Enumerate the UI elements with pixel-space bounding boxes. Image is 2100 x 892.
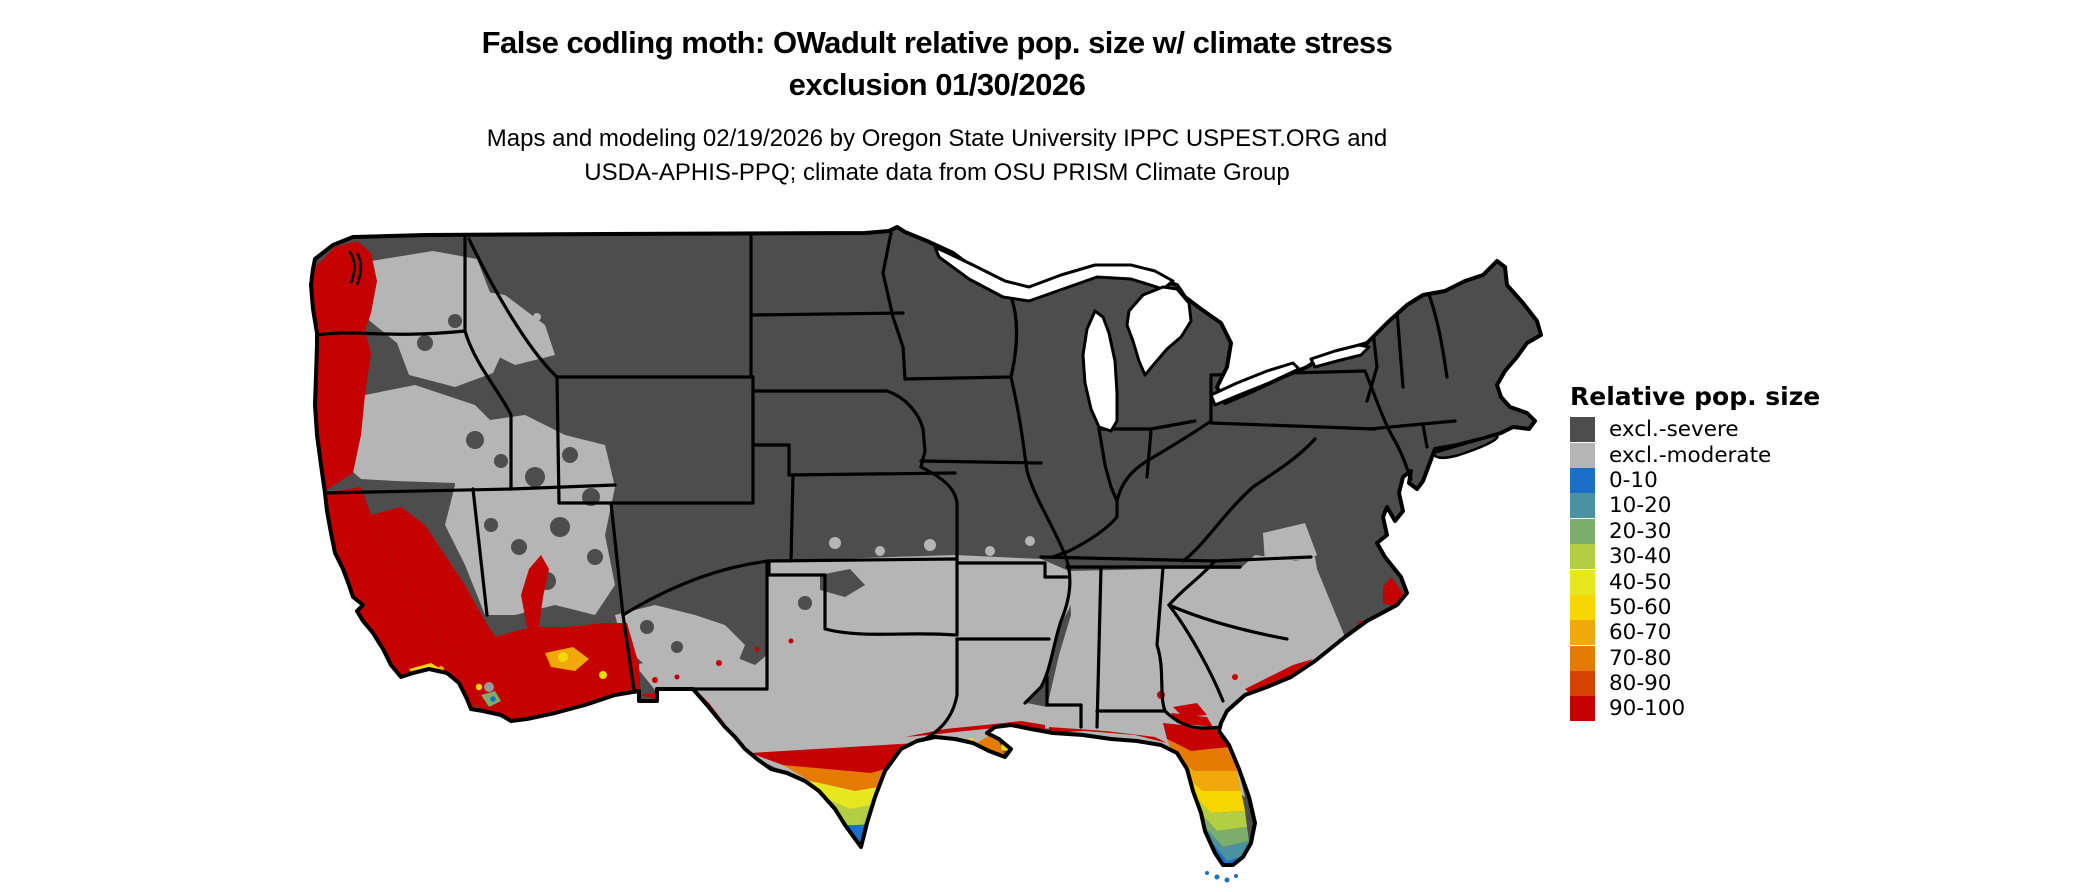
legend-swatch-icon xyxy=(1570,620,1595,646)
legend-item: 90-100 xyxy=(1570,696,1900,722)
legend-swatch-icon xyxy=(1570,442,1595,468)
legend-item: 40-50 xyxy=(1570,569,1900,595)
legend-item-label: 60-70 xyxy=(1609,620,1672,646)
legend-swatch-icon xyxy=(1570,417,1595,443)
legend-swatch-icon xyxy=(1570,645,1595,671)
map-subtitle-line2: USDA-APHIS-PPQ; climate data from OSU PR… xyxy=(584,159,1290,186)
legend-item-label: 10-20 xyxy=(1609,493,1672,519)
legend-item-label: 70-80 xyxy=(1609,645,1672,671)
puget-sound xyxy=(347,250,362,286)
legend-item: 60-70 xyxy=(1570,620,1900,646)
legend-swatch-icon xyxy=(1570,671,1595,697)
legend-item-label: 40-50 xyxy=(1609,569,1672,595)
legend-swatch-icon xyxy=(1570,594,1595,620)
legend-swatch-icon xyxy=(1570,493,1595,519)
map-title-line1: False codling moth: OWadult relative pop… xyxy=(481,25,1393,60)
legend-item: 80-90 xyxy=(1570,671,1900,697)
legend-item-label: 30-40 xyxy=(1609,544,1672,570)
legend-swatch-icon xyxy=(1570,569,1595,595)
legend-item-label: 90-100 xyxy=(1609,696,1686,722)
long-island xyxy=(1431,433,1499,459)
florida-keys xyxy=(1205,871,1238,883)
legend-item: 50-60 xyxy=(1570,594,1900,620)
legend-title: Relative pop. size xyxy=(1570,382,1821,411)
legend-swatch-icon xyxy=(1570,696,1595,722)
legend-swatch-icon xyxy=(1570,467,1595,493)
legend-item: 20-30 xyxy=(1570,518,1900,544)
legend: Relative pop. size excl.-severe excl.-mod… xyxy=(1570,383,1900,722)
map-subtitle: Maps and modeling 02/19/2026 by Oregon S… xyxy=(337,122,1537,190)
legend-item: excl.-severe xyxy=(1570,417,1900,443)
legend-item-label: 50-60 xyxy=(1609,594,1672,620)
legend-item: 10-20 xyxy=(1570,493,1900,519)
legend-item: 30-40 xyxy=(1570,544,1900,570)
map-title-line2: exclusion 01/30/2026 xyxy=(788,67,1086,102)
lake-huron xyxy=(1125,285,1193,377)
legend-swatch-icon xyxy=(1570,544,1595,570)
map-title: False codling moth: OWadult relative pop… xyxy=(337,22,1537,106)
us-choropleth-map xyxy=(305,225,1555,892)
state-borders xyxy=(315,231,1457,743)
lake-erie xyxy=(1209,361,1301,407)
lake-ontario xyxy=(1309,343,1371,369)
lake-superior xyxy=(933,245,1175,303)
legend-item-label: excl.-moderate xyxy=(1609,442,1772,468)
legend-swatch-icon xyxy=(1570,518,1595,544)
us-map-svg xyxy=(309,225,1543,883)
lake-michigan xyxy=(1081,309,1119,433)
legend-item-label: 20-30 xyxy=(1609,518,1672,544)
legend-item-label: 0-10 xyxy=(1609,467,1658,493)
map-subtitle-line1: Maps and modeling 02/19/2026 by Oregon S… xyxy=(486,125,1388,152)
legend-item: 70-80 xyxy=(1570,645,1900,671)
legend-rows: excl.-severe excl.-moderate 0-10 10-20 20-30… xyxy=(1570,417,1900,722)
legend-item-label: excl.-severe xyxy=(1609,417,1739,443)
legend-item: 0-10 xyxy=(1570,467,1900,493)
legend-item: excl.-moderate xyxy=(1570,442,1900,468)
great-lakes xyxy=(933,245,1371,433)
legend-item-label: 80-90 xyxy=(1609,671,1672,697)
